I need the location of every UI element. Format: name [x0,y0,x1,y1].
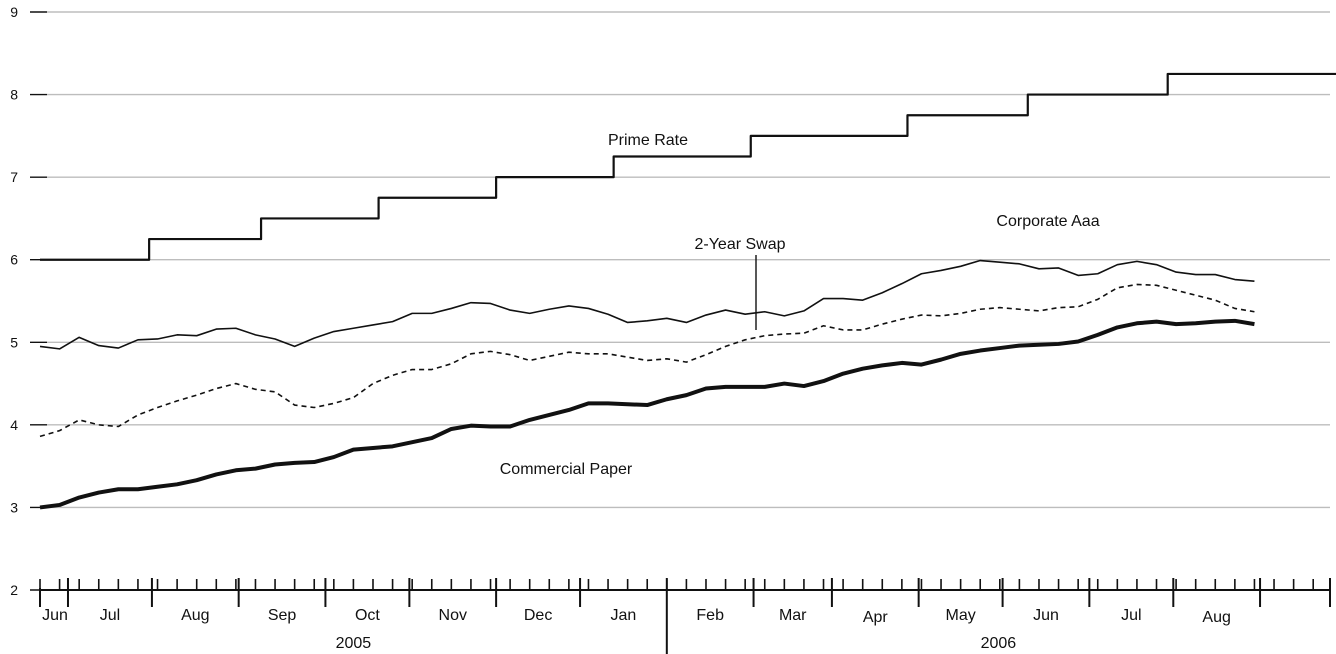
y-axis: 2 3 4 5 6 7 8 9 [10,4,47,598]
month-label: Feb [696,607,724,624]
y-tick-label: 4 [10,417,18,433]
month-label: Jul [1121,607,1141,624]
series-label: 2-Year Swap [694,236,785,253]
month-label: Jun [42,607,68,624]
y-tick-label: 3 [10,499,18,515]
month-label: May [946,607,976,624]
series-lines [39,72,1336,510]
month-label: Nov [439,607,467,624]
series-label: Commercial Paper [500,461,633,478]
series-line-corporate-aaa [39,259,1255,350]
month-label: Dec [524,607,552,624]
month-label: Jun [1033,607,1059,624]
y-tick-label: 8 [10,87,18,103]
series-label: Corporate Aaa [996,213,1099,230]
series-line-commercial-paper [39,318,1255,510]
year-label: 2006 [981,635,1017,652]
y-tick-label: 2 [10,582,18,598]
y-tick-label: 7 [10,169,18,185]
series-label: Prime Rate [608,132,688,149]
series-labels: Prime Rate Corporate Aaa 2-Year Swap Commer… [500,132,1100,478]
y-tick-label: 9 [10,4,18,20]
gridlines [47,11,1330,509]
month-label: Aug [1202,609,1230,626]
month-label: Oct [355,607,380,624]
year-label: 2005 [336,635,372,652]
series-line-prime-rate [40,72,1336,261]
series-line-2-year-swap [39,283,1255,438]
y-tick-label: 6 [10,252,18,268]
month-label: Sep [268,607,297,624]
x-axis: Jun Jul Aug Sep Oct Nov Dec Jan Feb Mar Apr May Jun J… [39,578,1331,654]
month-label: Apr [863,609,889,626]
month-label: Jul [100,607,120,624]
month-label: Mar [779,607,807,624]
y-tick-label: 5 [10,334,18,350]
month-label: Jan [611,607,637,624]
month-label: Aug [181,607,209,624]
